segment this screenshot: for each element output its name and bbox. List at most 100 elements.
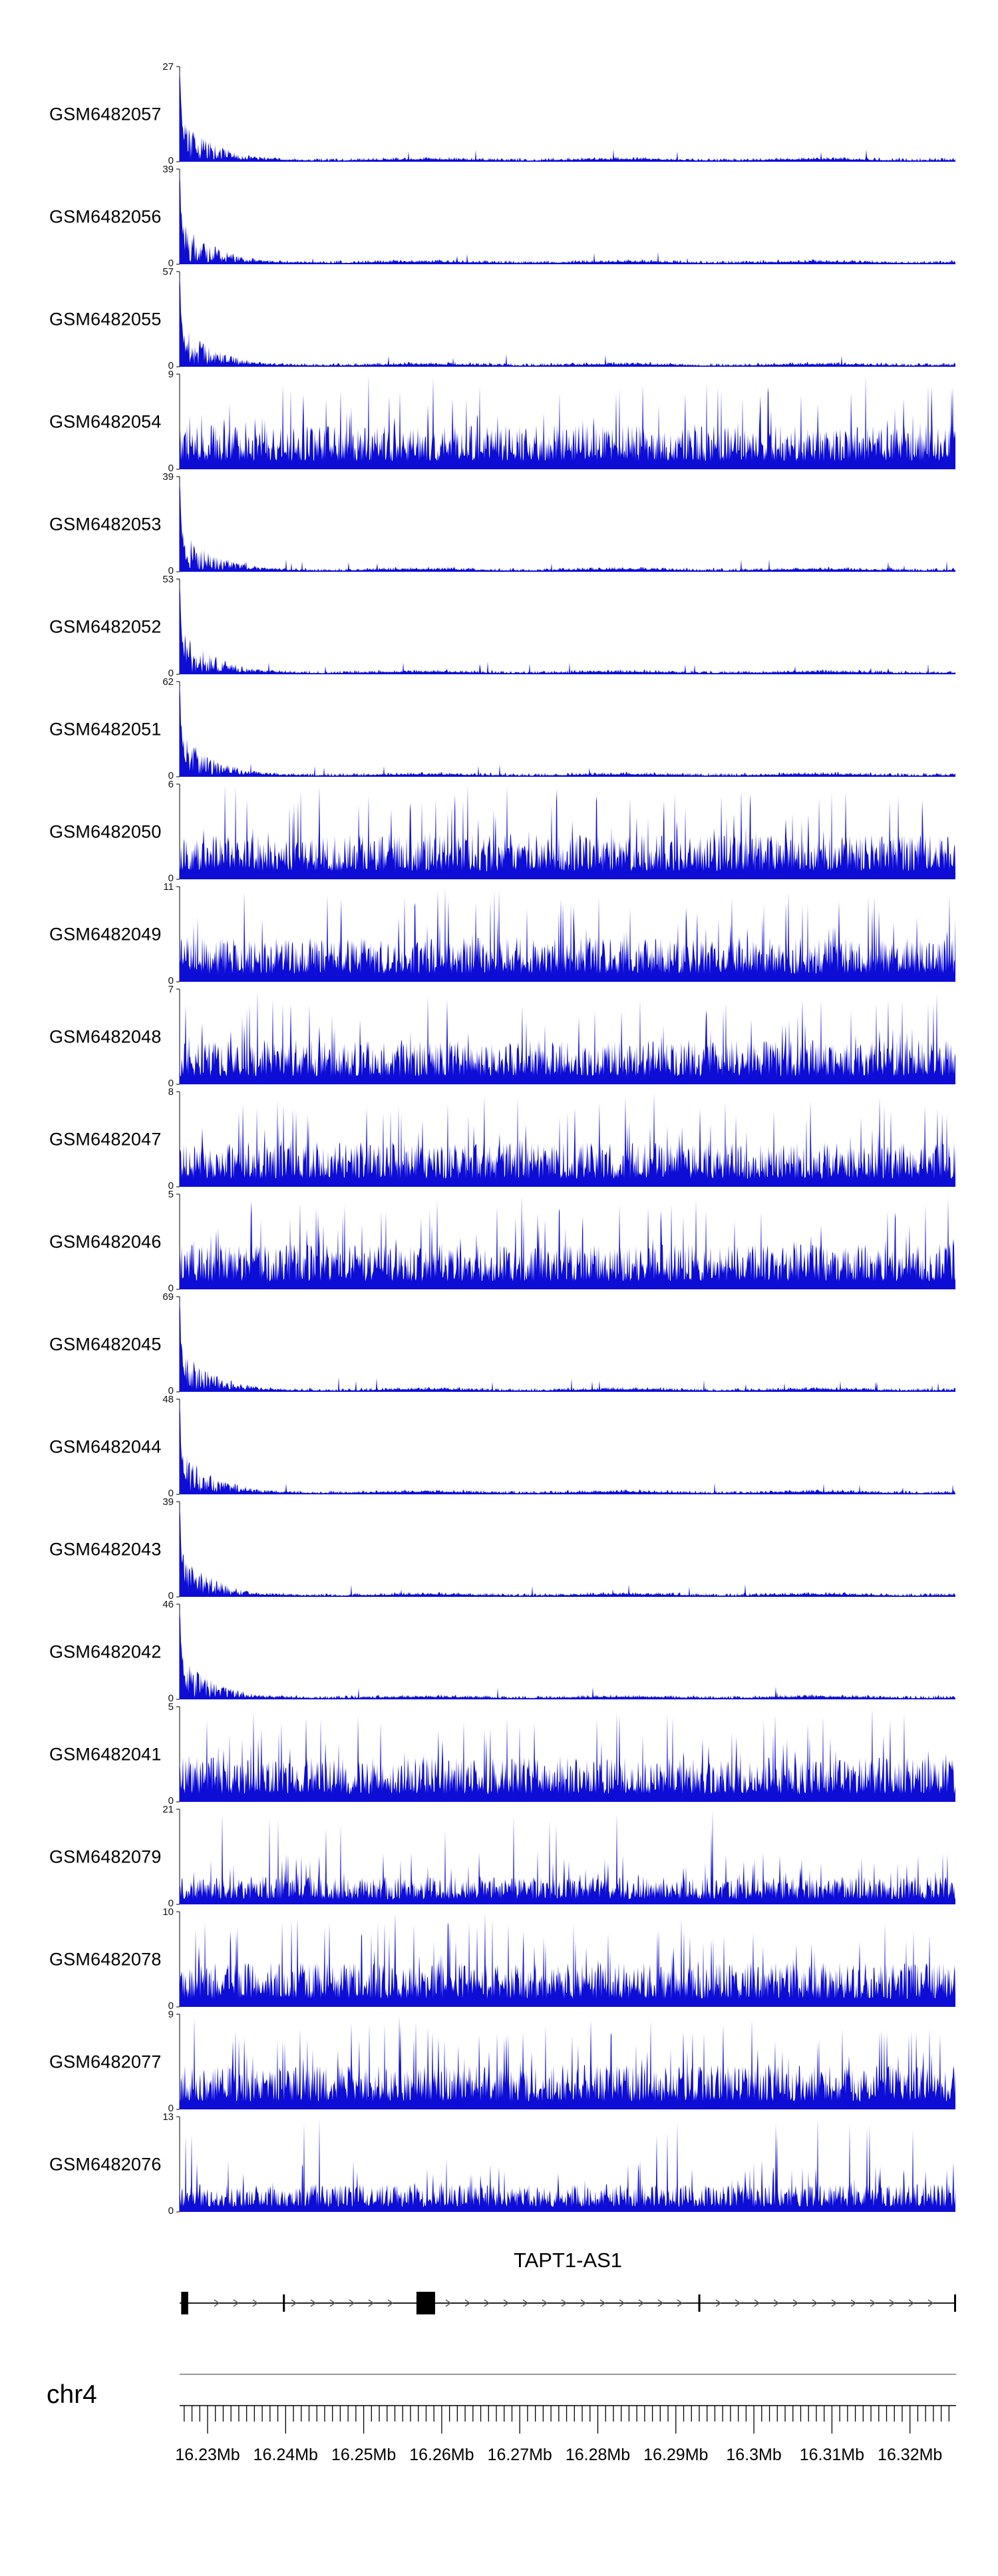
axis-tick-label: 16.32Mb [878,2446,942,2464]
coverage-signal [176,2116,955,2213]
y-axis-zero-label: 0 [168,258,174,269]
coverage-signal [176,988,955,1085]
coverage-area [180,1606,955,1699]
coverage-signal [176,1398,955,1495]
track-y-axis [176,1911,180,2008]
strand-direction-arrow-icon [503,2299,510,2307]
y-axis-max-label: 21 [162,1804,174,1815]
coverage-track-row: GSM6482045 69 0 [0,1292,998,1396]
strand-direction-arrow-icon [850,2299,857,2307]
coverage-track-row: GSM6482054 9 0 [0,369,998,474]
strand-direction-arrow-icon [291,2299,297,2307]
coverage-area [180,68,955,162]
coverage-plot: 53 0 [162,574,956,678]
coverage-area [180,273,955,367]
coverage-track-row: GSM6482056 39 0 [0,164,998,269]
y-axis-zero-label: 0 [168,873,174,884]
coverage-signal [176,1604,955,1700]
axis-tick-label: 16.23Mb [175,2446,240,2464]
track-sample-label: GSM6482055 [49,309,162,329]
y-axis-max-label: 9 [168,369,174,380]
gene-exon-box [181,2292,188,2314]
coverage-plot: 48 0 [162,1395,956,1498]
y-axis-zero-label: 0 [168,2103,174,2114]
track-y-axis [176,168,180,265]
y-axis-max-label: 13 [162,2111,174,2123]
coverage-track-row: GSM6482055 57 0 [0,267,998,371]
y-axis-max-label: 11 [163,881,174,893]
coverage-plot: 21 0 [162,1805,956,1908]
coverage-track-row: GSM6482079 21 0 [0,1805,998,1908]
axis-tick-label: 16.29Mb [643,2446,708,2464]
coverage-track-row: GSM6482049 11 0 [0,881,998,986]
coverage-track-row: GSM6482043 39 0 [0,1497,998,1602]
y-axis-zero-label: 0 [168,1590,174,1602]
strand-direction-arrow-icon [831,2299,838,2307]
coverage-plot: 39 0 [162,472,956,576]
track-sample-label: GSM6482076 [49,2154,162,2175]
y-axis-zero-label: 0 [168,463,174,474]
track-y-axis [176,271,180,367]
track-sample-label: GSM6482047 [49,1129,162,1150]
y-axis-max-label: 48 [162,1394,174,1405]
coverage-signal [176,1296,955,1393]
coverage-area [180,478,955,572]
coverage-plot: 27 0 [162,62,956,166]
coverage-plot: 57 0 [162,267,956,371]
track-sample-label: GSM6482053 [49,514,162,535]
strand-direction-arrow-icon [522,2299,529,2307]
track-sample-label: GSM6482044 [49,1436,162,1457]
coverage-tracks-panel: GSM6482057 27 0 GSM6482056 39 0 GSM6482055 57 0 G… [0,62,998,2216]
y-axis-max-label: 39 [162,164,174,175]
coverage-signal [176,476,955,572]
strand-direction-arrow-icon [233,2299,240,2307]
track-y-axis [176,1604,180,1700]
coverage-plot: 13 0 [162,2112,956,2216]
y-axis-max-label: 9 [168,2009,174,2020]
coverage-signal [176,1193,955,1290]
coverage-area [180,1913,955,2007]
y-axis-zero-label: 0 [168,1385,174,1396]
strand-direction-arrow-icon [677,2299,683,2307]
axis-tick-label: 16.27Mb [488,2446,552,2464]
gene-exon-boundary-tick [283,2294,285,2312]
strand-direction-arrow-icon [870,2299,876,2307]
track-sample-label: GSM6482050 [49,821,162,842]
axis-tick-label: 16.28Mb [566,2446,630,2464]
coverage-track-row: GSM6482042 46 0 [0,1600,998,1703]
y-axis-max-label: 7 [168,984,174,995]
track-y-axis [176,988,180,1085]
strand-direction-arrow-icon [619,2299,625,2307]
track-y-axis [176,681,180,777]
coverage-track-row: GSM6482053 39 0 [0,472,998,576]
coverage-area [180,1400,955,1494]
y-axis-max-label: 62 [162,676,174,688]
track-sample-label: GSM6482048 [49,1026,162,1047]
coverage-signal [176,66,955,162]
coverage-plot: 69 0 [162,1292,956,1396]
y-axis-max-label: 8 [168,1086,174,1098]
track-y-axis [176,886,180,982]
track-y-axis [176,1193,180,1290]
track-sample-label: GSM6482078 [49,1949,162,1970]
track-sample-label: GSM6482051 [49,719,162,740]
strand-direction-arrow-icon [715,2299,722,2307]
y-axis-max-label: 57 [162,266,174,278]
gene-model-track [180,2292,956,2314]
track-sample-label: GSM6482057 [49,104,162,124]
y-axis-zero-label: 0 [168,360,174,371]
track-y-axis [176,1091,180,1187]
coverage-area [180,990,955,1084]
track-sample-label: GSM6482079 [49,1846,162,1867]
coverage-area [180,785,955,879]
y-axis-max-label: 39 [162,471,174,483]
coverage-track-row: GSM6482076 13 0 [0,2112,998,2216]
strand-direction-arrow-icon [542,2299,548,2307]
y-axis-zero-label: 0 [168,975,174,986]
strand-direction-arrow-icon [252,2299,259,2307]
strand-direction-arrow-icon [812,2299,818,2307]
y-axis-max-label: 69 [162,1291,174,1303]
